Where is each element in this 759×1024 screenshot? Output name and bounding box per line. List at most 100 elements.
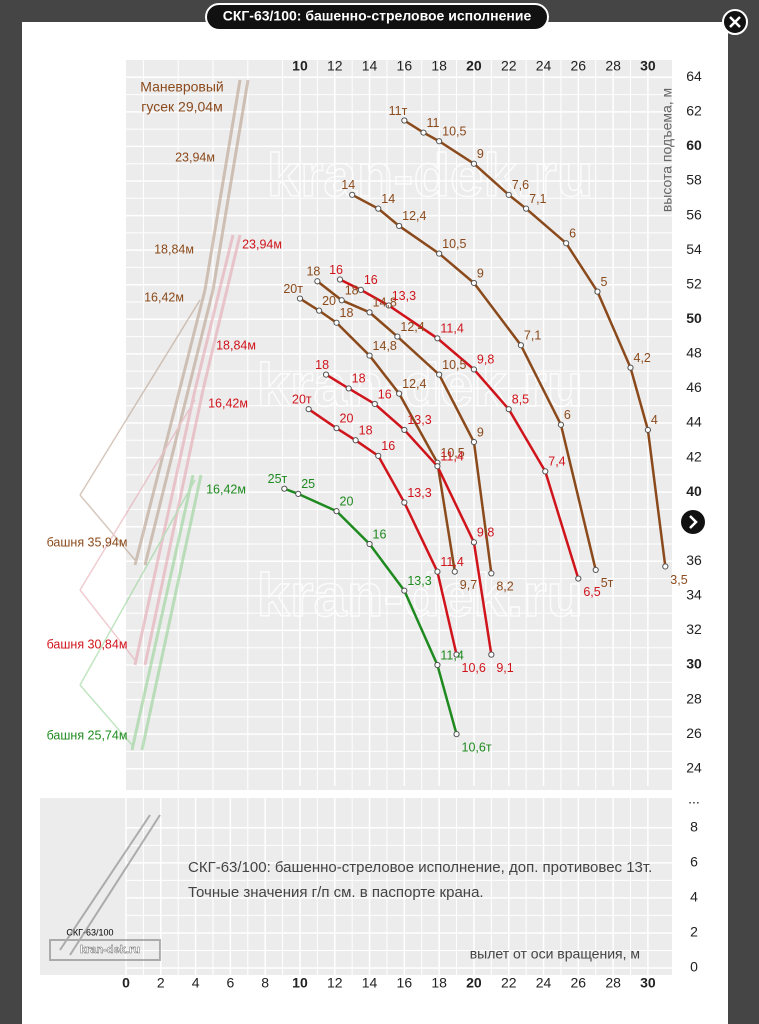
point-label: 18 [340, 306, 354, 320]
x-tick-label: 18 [431, 58, 447, 74]
point [436, 371, 443, 378]
point-label: 9,8 [477, 526, 494, 540]
point-label: 6 [569, 227, 576, 241]
x-tick-label: 8 [261, 975, 269, 991]
x-tick-label: 16 [397, 975, 413, 991]
point [401, 499, 408, 506]
point-label: 20 [340, 494, 354, 508]
point-label: 12,4 [402, 377, 426, 391]
point [434, 463, 441, 470]
y-tick-label: 44 [686, 414, 702, 430]
y-tick-label: 2 [690, 924, 698, 940]
point [505, 191, 512, 198]
labels: 11т1110,597,67,1654,243,5141412,410,597,… [47, 79, 688, 755]
point [594, 288, 601, 295]
title: СКГ-63/100: башенно-стреловое исполнение [223, 8, 532, 24]
annotation: Маневровый [140, 79, 223, 95]
x-tick-label: 18 [431, 975, 447, 991]
x-tick-label: 20 [466, 975, 482, 991]
next-button[interactable] [681, 510, 705, 534]
point [352, 437, 359, 444]
point-label: 20 [340, 411, 354, 425]
point [371, 400, 378, 408]
y-tick-label: 6 [690, 854, 698, 870]
point [451, 568, 458, 575]
point-label: 25т [268, 472, 288, 486]
annotation: 18,84м [216, 338, 256, 352]
point-label: 20т [283, 282, 303, 296]
x-tick-label: 24 [536, 58, 552, 74]
point-label: 25 [301, 477, 315, 491]
point-label: 10,6т [462, 740, 492, 754]
point [505, 406, 512, 413]
point-label: 13,3 [407, 413, 431, 427]
point [401, 426, 408, 434]
point [375, 205, 382, 212]
next-icon [689, 515, 698, 529]
x-tick-label: 10 [292, 58, 308, 74]
point [420, 129, 427, 136]
curve [339, 278, 580, 579]
y-tick-label: 54 [686, 241, 702, 257]
y-tick-label: 40 [686, 483, 702, 499]
y-tick-label: 56 [686, 206, 702, 222]
x-tick-label: 4 [192, 975, 200, 991]
x-tick-label: 28 [605, 58, 621, 74]
annotation: 16,42м [206, 482, 246, 496]
y-tick-label: 36 [686, 552, 702, 568]
y-tick-label: 42 [686, 448, 702, 464]
point [662, 563, 669, 570]
point-label: 11,4 [440, 648, 463, 662]
x-tick-label: 10 [292, 975, 308, 991]
point [349, 191, 356, 198]
curves [281, 117, 669, 738]
point [375, 452, 382, 459]
point-label: 7,6 [512, 178, 529, 192]
title-pill [205, 3, 549, 31]
point [396, 390, 403, 397]
point-label: 16 [329, 263, 343, 277]
point-label: 12,4 [400, 320, 424, 334]
point-label: 5т [601, 576, 614, 590]
x-tick-label: 14 [362, 975, 378, 991]
point [542, 468, 549, 475]
point-label: 10,5 [442, 358, 466, 372]
y-tick-label: 58 [686, 172, 702, 188]
y-tick-label: 48 [686, 345, 702, 361]
point-label: 16 [373, 527, 387, 541]
point-label: 13,3 [392, 289, 416, 303]
point [336, 276, 344, 283]
point-label: 7,1 [524, 329, 541, 343]
point-label: 9,1 [496, 661, 513, 675]
point [333, 508, 340, 515]
point [436, 250, 443, 257]
y-tick-label: 26 [686, 725, 702, 741]
point [644, 426, 652, 434]
point [470, 539, 478, 546]
point-label: 8,5 [512, 392, 529, 406]
y-break-label: ... [688, 791, 700, 807]
x-tick-label: 22 [501, 58, 517, 74]
thumb-label: kran-dek.ru [80, 944, 140, 956]
point [453, 731, 460, 738]
point-label: 20т [292, 392, 312, 406]
x-tick-label: 26 [571, 58, 587, 74]
point-label: 14 [381, 192, 395, 206]
point [557, 421, 565, 428]
y-tick-label: 46 [686, 379, 702, 395]
point [305, 406, 312, 413]
y-tick-label: 0 [690, 959, 698, 975]
point [396, 222, 403, 230]
point [434, 568, 441, 575]
point-label: 7,4 [548, 455, 565, 469]
point [401, 117, 408, 124]
point-label: 18 [345, 284, 359, 298]
point-label: 18 [315, 358, 329, 372]
y-tick-label: 24 [686, 759, 702, 775]
curve [351, 193, 597, 571]
point [517, 342, 525, 349]
point-label: 10,5 [442, 237, 466, 251]
point-label: 10,5 [442, 125, 466, 139]
point-label: 6,5 [583, 585, 600, 599]
